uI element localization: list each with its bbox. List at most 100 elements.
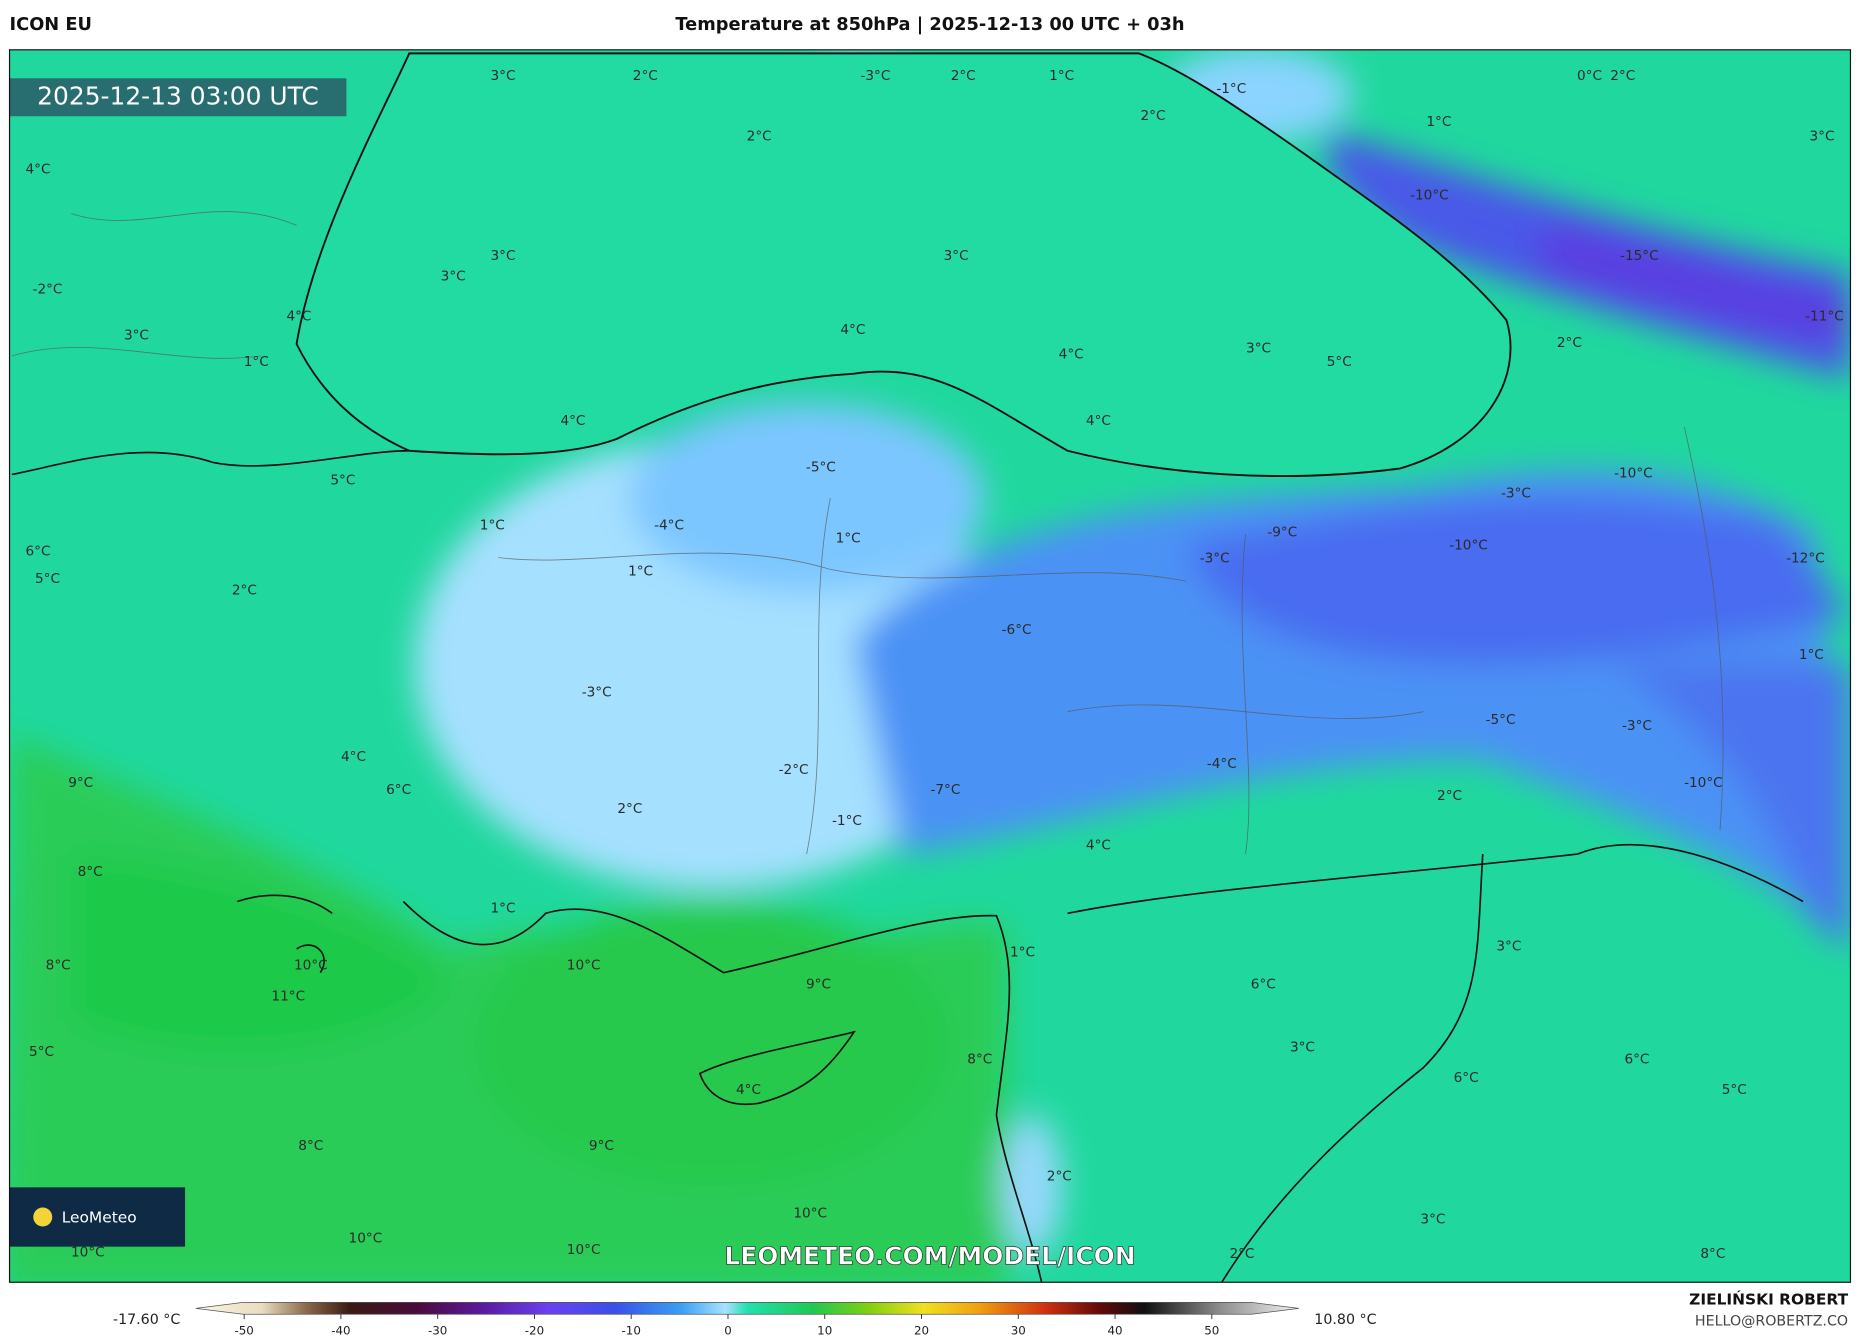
temperature-label: 10°C <box>294 958 328 974</box>
temperature-label: 2°C <box>747 128 772 144</box>
temperature-label: 5°C <box>1722 1082 1747 1098</box>
temperature-label: 2°C <box>617 801 642 817</box>
temperature-label: 6°C <box>1454 1070 1479 1086</box>
temperature-label: 4°C <box>1086 838 1111 854</box>
temperature-label: 4°C <box>736 1082 761 1098</box>
temperature-label: 8°C <box>78 864 103 880</box>
temperature-label: 1°C <box>628 564 653 580</box>
temperature-label: -4°C <box>654 517 684 533</box>
coastlines <box>11 449 1804 1283</box>
temperature-label: 3°C <box>1810 128 1835 144</box>
colorbar-tick-label: 50 <box>1204 1323 1219 1337</box>
temperature-label: -3°C <box>582 685 612 701</box>
temperature-label: 9°C <box>68 775 93 791</box>
temperature-label: -3°C <box>1501 485 1531 501</box>
temperature-label: -5°C <box>806 459 836 475</box>
temperature-label: 5°C <box>35 571 60 587</box>
temperature-label: 1°C <box>836 531 861 547</box>
colorbar-tick-label: 20 <box>914 1323 929 1337</box>
temperature-label: 4°C <box>1059 347 1084 363</box>
temperature-label: 10°C <box>567 1242 601 1258</box>
temperature-label: -7°C <box>930 782 960 798</box>
timestamp-box <box>9 78 347 117</box>
temperature-label: 8°C <box>1700 1246 1725 1262</box>
temperature-label: 6°C <box>26 544 51 560</box>
temperature-label: 3°C <box>1420 1211 1445 1227</box>
temperature-label: 2°C <box>232 583 257 599</box>
temperature-label: 9°C <box>806 977 831 993</box>
temperature-label: 2°C <box>1610 68 1635 84</box>
credit-email: HELLO@ROBERTZ.CO <box>1695 1313 1848 1329</box>
model-name: ICON EU <box>10 14 92 35</box>
temperature-label: 3°C <box>124 328 149 344</box>
temperature-label: -1°C <box>1216 81 1246 97</box>
temperature-label: -15°C <box>1620 248 1659 264</box>
black-sea <box>295 52 1512 477</box>
temperature-label: 4°C <box>286 309 311 325</box>
map-frame <box>8 49 1852 1283</box>
map: 3°C 2°C -3°C 2°C 1°C -1°C 0°C 2°C 2°C 2°C 1°C 3°C 4°… <box>9 49 1851 1283</box>
temperature-label: 4°C <box>1086 413 1111 429</box>
temperature-label: -12°C <box>1786 551 1825 567</box>
colorbar-tick-label: 30 <box>1011 1323 1026 1337</box>
temperature-label: 6°C <box>386 782 411 798</box>
temperature-label: 5°C <box>330 472 355 488</box>
temperature-label: 0°C <box>1577 68 1602 84</box>
colorbar-tick-label: 10 <box>817 1323 832 1337</box>
colorbar-tick-label: -20 <box>525 1323 544 1337</box>
temperature-label: -3°C <box>860 68 890 84</box>
map-title: Temperature at 850hPa | 2025-12-13 00 UT… <box>675 14 1184 35</box>
temperature-label: 3°C <box>944 248 969 264</box>
colorbar-max: 10.80 °C <box>1314 1312 1376 1328</box>
colorbar-tick-label: -30 <box>428 1323 447 1337</box>
temperature-label: 2°C <box>633 68 658 84</box>
temperature-label: -3°C <box>1622 718 1652 734</box>
temperature-label: 10°C <box>349 1230 383 1246</box>
temperature-labels: 3°C 2°C -3°C 2°C 1°C -1°C 0°C 2°C 2°C 2°C 1°C 3°C 4°… <box>26 68 1844 1262</box>
temperature-label: 2°C <box>1557 335 1582 351</box>
temperature-label: 2°C <box>1141 108 1166 124</box>
colorbar-tick-label: -10 <box>622 1323 641 1337</box>
colorbar-tick-label: 40 <box>1107 1323 1122 1337</box>
temperature-label: 1°C <box>1799 647 1824 663</box>
temperature-label: 4°C <box>560 413 585 429</box>
temperature-label: 2°C <box>1437 788 1462 804</box>
temperature-label: 6°C <box>1624 1051 1649 1067</box>
logo-sun <box>33 1207 53 1227</box>
temperature-label: 10°C <box>567 958 601 974</box>
temperature-label: 1°C <box>1426 114 1451 130</box>
temperature-label: 2°C <box>951 68 976 84</box>
temperature-field <box>9 49 1851 1283</box>
colorbar-tick-label: -40 <box>331 1323 350 1337</box>
colorbar-min: -17.60 °C <box>113 1312 180 1328</box>
temperature-label: -2°C <box>33 281 63 297</box>
temperature-label: 10°C <box>793 1205 827 1221</box>
colorbar: -17.60 °C 10.80 °C -50 -40 -30 -20 -10 0 10 20 3… <box>113 1302 1377 1337</box>
temperature-label: 8°C <box>967 1051 992 1067</box>
temperature-label: 8°C <box>46 958 71 974</box>
temperature-label: 3°C <box>441 268 466 284</box>
watermark: LEOMETEO.COM/MODEL/ICON <box>724 1241 1135 1270</box>
temperature-label: 8°C <box>298 1138 323 1154</box>
colorbar-tick-label: -50 <box>234 1323 253 1337</box>
temperature-label: -1°C <box>832 813 862 829</box>
credit-author: ZIELIŃSKI ROBERT <box>1689 1290 1848 1309</box>
temperature-label: 4°C <box>26 162 51 178</box>
temperature-label: -4°C <box>1207 756 1237 772</box>
temperature-label: -11°C <box>1805 309 1844 325</box>
temperature-label: -6°C <box>1002 622 1032 638</box>
temperature-label: 1°C <box>480 517 505 533</box>
colorbar-bar <box>195 1302 1299 1315</box>
temperature-label: 2°C <box>1229 1246 1254 1262</box>
temperature-label: -10°C <box>1410 188 1449 204</box>
temperature-label: 2°C <box>1047 1169 1072 1185</box>
temperature-label: 3°C <box>1290 1039 1315 1055</box>
timestamp: 2025-12-13 03:00 UTC <box>37 81 319 110</box>
borders <box>11 211 1724 855</box>
temperature-label: 1°C <box>244 354 269 370</box>
temperature-label: -10°C <box>1684 775 1723 791</box>
temperature-label: 4°C <box>341 749 366 765</box>
temperature-label: 6°C <box>1251 977 1276 993</box>
temperature-label: 3°C <box>490 248 515 264</box>
